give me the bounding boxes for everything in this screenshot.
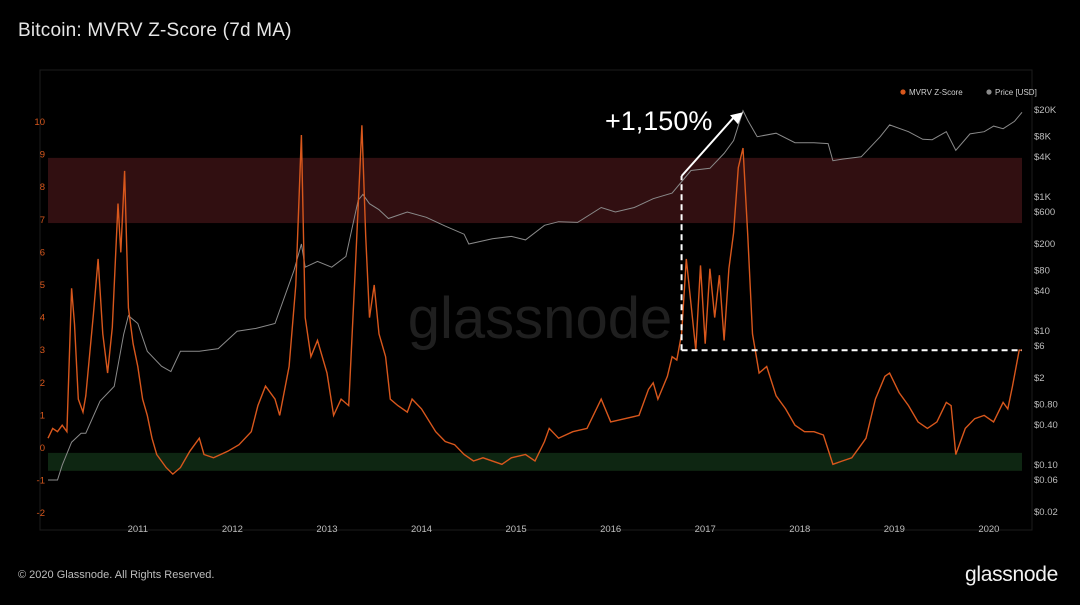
y-tick-right: $600 [1034,207,1055,218]
annotation-arrow-line [680,117,734,177]
x-tick: 2012 [222,524,243,535]
x-tick: 2018 [789,524,810,535]
y-tick-right: $6 [1034,341,1045,352]
y-tick-right: $4K [1034,152,1052,163]
red-zone-band [48,157,1022,224]
green-zone-band [48,452,1022,471]
y-tick-right: $0.06 [1034,475,1058,486]
y-tick-right: $0.40 [1034,420,1058,431]
x-tick: 2014 [411,524,432,535]
y-tick-right: $0.10 [1034,460,1058,471]
y-tick-left: 5 [40,280,45,291]
legend-zscore-dot [900,89,906,95]
y-tick-right: $10 [1034,326,1050,337]
y-tick-right: $0.02 [1034,507,1058,518]
legend-price-label: Price [USD] [995,88,1037,97]
y-tick-right: $200 [1034,239,1055,250]
y-tick-left: 2 [40,378,45,389]
y-tick-left: -1 [37,476,45,487]
y-tick-left: 7 [40,215,45,226]
y-tick-left: 6 [40,247,45,258]
price-line [48,109,1023,481]
y-tick-left: 10 [34,117,45,128]
y-tick-right: $1K [1034,192,1052,203]
y-tick-left: 8 [40,182,45,193]
legend-zscore-label: MVRV Z-Score [909,88,963,97]
y-tick-left: 3 [40,345,45,356]
brand-logo: glassnode [964,563,1058,586]
y-tick-left: -2 [37,508,45,519]
y-tick-right: $40 [1034,286,1050,297]
y-tick-right: $20K [1034,105,1057,116]
x-tick: 2017 [695,524,716,535]
x-tick: 2011 [128,524,148,535]
annotation-arrowhead [730,112,744,125]
watermark: glassnode [408,286,672,351]
x-tick: 2015 [506,524,527,535]
plot-frame [39,69,1033,531]
copyright-footer: © 2020 Glassnode. All Rights Reserved. [18,569,215,581]
y-tick-right: $0.80 [1034,400,1058,411]
y-tick-right: $8K [1034,132,1052,143]
x-tick: 2019 [884,524,905,535]
y-tick-right: $2 [1034,373,1045,384]
y-tick-left: 4 [40,313,45,324]
y-tick-left: 0 [40,443,45,454]
annotation-label: +1,150% [605,106,712,136]
y-tick-left: 1 [40,410,45,421]
page-title: Bitcoin: MVRV Z-Score (7d MA) [18,20,292,41]
y-tick-right: $80 [1034,266,1050,277]
mvrv-zscore-line [47,125,1022,476]
x-tick: 2013 [316,524,337,535]
y-tick-left: 9 [40,150,45,161]
x-tick: 2016 [600,524,621,535]
x-tick: 2020 [978,524,999,535]
legend-price-dot [986,89,992,95]
